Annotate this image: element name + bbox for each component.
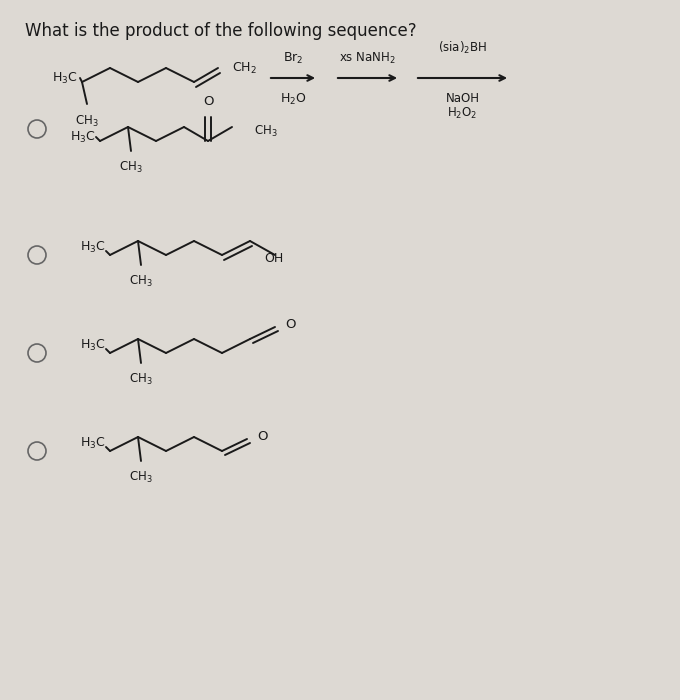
Text: CH$_3$: CH$_3$	[129, 274, 153, 289]
Text: O: O	[257, 430, 267, 444]
Text: CH$_3$: CH$_3$	[254, 123, 277, 139]
Text: H$_3$C: H$_3$C	[80, 239, 106, 255]
Text: H$_3$C: H$_3$C	[80, 337, 106, 353]
Text: H$_3$C: H$_3$C	[80, 435, 106, 451]
Text: CH$_3$: CH$_3$	[129, 372, 153, 387]
Text: What is the product of the following sequence?: What is the product of the following seq…	[25, 22, 417, 40]
Text: O: O	[203, 95, 214, 108]
Text: CH$_3$: CH$_3$	[75, 114, 99, 129]
Text: Br$_2$: Br$_2$	[283, 51, 303, 66]
Text: O: O	[285, 318, 296, 332]
Text: H$_3$C: H$_3$C	[52, 71, 78, 85]
Text: H$_2$O$_2$: H$_2$O$_2$	[447, 106, 477, 121]
Text: (sia)$_2$BH: (sia)$_2$BH	[438, 40, 487, 56]
Text: CH$_3$: CH$_3$	[119, 160, 143, 175]
Text: OH: OH	[264, 253, 284, 265]
Text: CH$_2$: CH$_2$	[232, 60, 257, 76]
Text: H$_2$O: H$_2$O	[279, 92, 306, 107]
Text: xs NaNH$_2$: xs NaNH$_2$	[339, 51, 396, 66]
Text: CH$_3$: CH$_3$	[129, 470, 153, 485]
Text: H$_3$C: H$_3$C	[71, 130, 96, 144]
Text: NaOH: NaOH	[445, 92, 479, 105]
